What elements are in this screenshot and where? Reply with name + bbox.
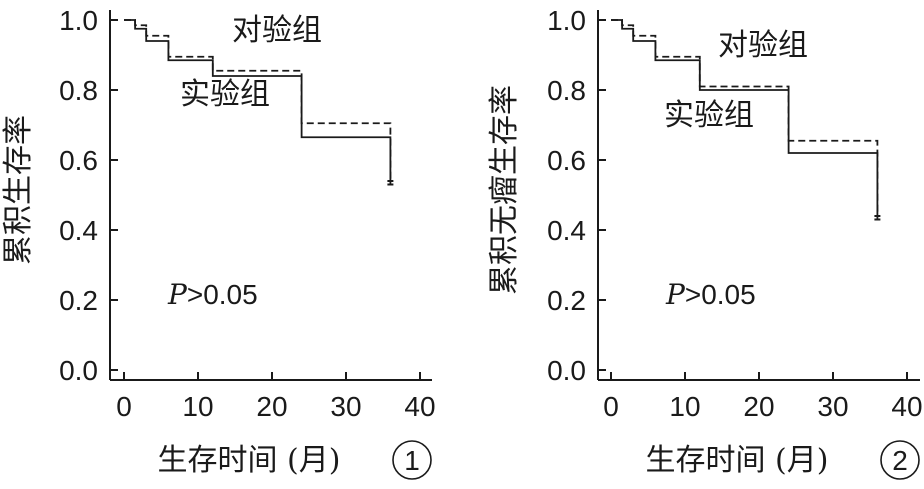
panel-1-y-tick-label: 0.6 — [59, 145, 98, 176]
panel-1-y-tick-label: 1.0 — [59, 5, 98, 36]
panel-1-x-tick-label: 10 — [182, 391, 213, 422]
panel-2-y-tick-label: 0.2 — [547, 285, 586, 316]
panel-1-p-symbol: P — [167, 278, 188, 311]
panel-2-x-axis-label: 生存时间 (月) — [646, 443, 829, 478]
panel-1-experiment-group-label: 实验组 — [180, 77, 270, 112]
panel-2-p-symbol: P — [665, 278, 686, 311]
panel-2-experiment-group-line — [611, 19, 879, 220]
panel-2-panel-number: 2 — [892, 445, 908, 476]
panel-1-x-tick-label: 30 — [330, 391, 361, 422]
panel-1-p-value-annotation: P>0.05 — [167, 278, 258, 311]
panel-2-x-tick-label: 40 — [891, 391, 922, 422]
panel-1-y-tick-label: 0.8 — [59, 75, 98, 106]
panel-2-y-tick-label: 0.4 — [547, 215, 586, 246]
panel-2-y-tick-label: 0.8 — [547, 75, 586, 106]
panel-1-p-threshold: >0.05 — [187, 279, 258, 310]
panel-2-panel-number-circle — [880, 440, 920, 480]
panel-1-x-axis-label: 生存时间 (月) — [158, 443, 341, 478]
panel-2-y-tick-label: 0.6 — [547, 145, 586, 176]
panel-2-x-tick-label: 0 — [603, 391, 619, 422]
panel-1-experiment-group-line — [124, 19, 392, 185]
panel-2-x-tick-label: 10 — [669, 391, 700, 422]
panel-1-panel-number: 1 — [404, 445, 420, 476]
panel-1-x-tick-label: 40 — [404, 391, 435, 422]
panel-2-p-threshold: >0.05 — [685, 279, 756, 310]
panel-2-x-tick-label: 30 — [817, 391, 848, 422]
panel-2-p-value-annotation: P>0.05 — [665, 278, 756, 311]
panel-1-y-axis-label: 累积生存率 — [1, 115, 36, 265]
panel-1-panel-number-circle — [392, 440, 432, 480]
panel-1-y-tick-label: 0.2 — [59, 285, 98, 316]
panel-2-y-tick-label: 1.0 — [547, 5, 586, 36]
panel-1-x-tick-label: 20 — [256, 391, 287, 422]
panel-2-x-tick-label: 20 — [743, 391, 774, 422]
panel-1-y-tick-label: 0.0 — [59, 355, 98, 386]
panel-2-experiment-group-label: 实验组 — [664, 98, 754, 133]
panel-2-control-group-label: 对验组 — [718, 28, 808, 63]
panel-2-y-tick-label: 0.0 — [547, 355, 586, 386]
panel-1-x-tick-label: 0 — [116, 391, 132, 422]
panel-1-y-tick-label: 0.4 — [59, 215, 98, 246]
panel-1-control-group-label: 对验组 — [232, 13, 322, 48]
panel-2-y-axis-label: 累积无瘤生存率 — [487, 85, 522, 295]
